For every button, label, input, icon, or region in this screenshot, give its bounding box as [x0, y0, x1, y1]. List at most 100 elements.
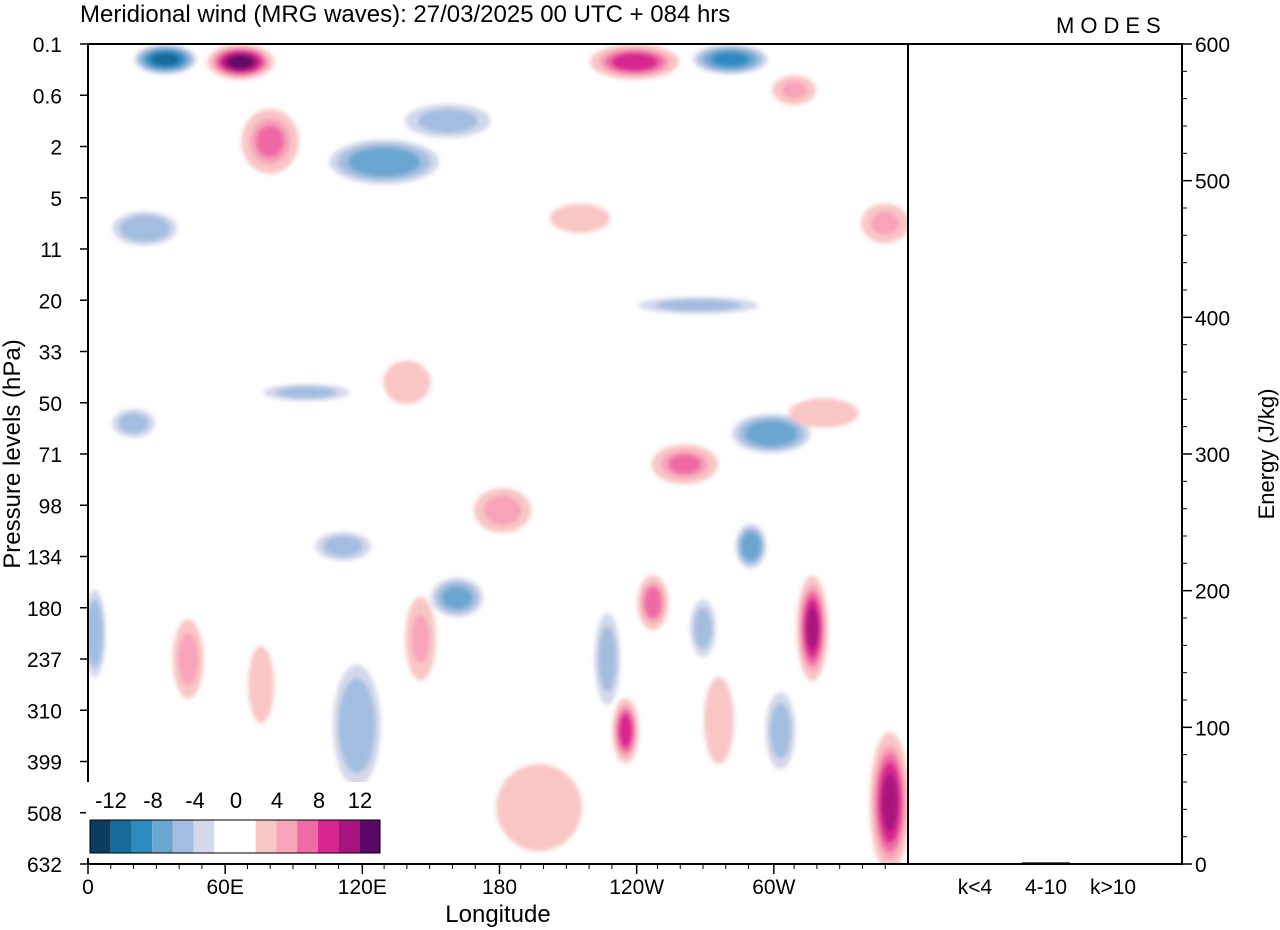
- energy-tick-label: 500: [1195, 171, 1230, 194]
- energy-category-label: k<4: [958, 876, 993, 899]
- energy-tick-label: 100: [1195, 717, 1230, 740]
- wind-contour: [119, 215, 171, 242]
- colorbar-swatch: [214, 820, 235, 853]
- x-tick-label: 60W: [752, 876, 795, 899]
- colorbar-label: -12: [95, 788, 127, 813]
- wind-contour: [643, 586, 662, 619]
- colorbar-swatch: [90, 820, 111, 853]
- wind-contour: [796, 401, 851, 425]
- colorbar-label: -8: [143, 788, 163, 813]
- x-tick-label: 60E: [206, 876, 243, 899]
- wind-contour: [118, 413, 149, 434]
- wind-contour: [871, 212, 900, 235]
- x-tick-label: 120E: [338, 876, 387, 899]
- colorbar-swatch: [255, 820, 277, 853]
- energy-bar: [951, 863, 999, 865]
- y-tick-label: 310: [27, 700, 62, 723]
- energy-axis: 0 100 200 300 400 500 600: [1182, 34, 1230, 877]
- wind-contour: [508, 776, 570, 839]
- wind-contour: [441, 586, 473, 609]
- y-tick-label: 134: [27, 547, 62, 570]
- wind-contour: [740, 531, 761, 561]
- wind-contour: [558, 208, 602, 229]
- wind-contour: [881, 773, 898, 832]
- wind-heatmap: [88, 44, 908, 864]
- y-tick-label: 5: [50, 188, 62, 211]
- chart-title: Meridional wind (MRG waves): 27/03/2025 …: [80, 1, 730, 28]
- wind-contour: [276, 386, 338, 399]
- energy-tick-label: 600: [1195, 34, 1230, 57]
- energy-bar: [1089, 863, 1137, 865]
- colorbar-swatch: [131, 820, 153, 853]
- wind-contour: [255, 125, 285, 158]
- colorbar-swatch: [110, 820, 132, 853]
- y-tick-label: 399: [27, 752, 62, 775]
- wind-contour: [417, 108, 479, 133]
- y-tick-label: 180: [27, 598, 62, 621]
- y-tick-label: 237: [27, 649, 62, 672]
- x-axis-label: Longitude: [445, 901, 550, 928]
- colorbar-label: 4: [271, 788, 283, 813]
- energy-bars: k<4 4-10 k>10: [951, 862, 1137, 899]
- wind-contour: [745, 420, 798, 447]
- colorbar-swatch: [359, 820, 380, 853]
- y-tick-label: 0.1: [33, 34, 62, 57]
- y-tick-label: 632: [27, 854, 62, 877]
- colorbar-label: 0: [230, 788, 242, 813]
- wind-contour: [805, 606, 819, 650]
- wind-contour: [348, 147, 421, 177]
- wind-contour: [708, 689, 730, 752]
- y-tick-label: 98: [39, 495, 62, 518]
- colorbar-swatch: [152, 820, 173, 853]
- y-tick-label: 33: [39, 342, 62, 365]
- energy-tick-label: 400: [1195, 307, 1230, 330]
- energy-bar: [1022, 862, 1070, 864]
- x-tick-label: 120W: [609, 876, 664, 899]
- wind-contour: [618, 713, 633, 748]
- wind-contour: [323, 536, 363, 557]
- wind-contour: [781, 81, 807, 99]
- y-tick-label: 50: [39, 393, 62, 416]
- energy-category-label: k>10: [1090, 876, 1136, 899]
- longitude-axis: 0 60E 120E 180 120W 60W: [82, 864, 886, 899]
- wind-contour: [411, 614, 430, 663]
- y-tick-label: 508: [27, 803, 62, 826]
- colorbar-swatch: [235, 820, 256, 853]
- wind-contour: [655, 299, 741, 312]
- colorbar-swatch: [172, 820, 194, 853]
- wind-contour: [151, 52, 180, 67]
- energy-axis-label: Energy (J/kg): [1254, 389, 1279, 520]
- colorbar-legend: -12 -8 -4 0 4 8 12: [86, 782, 384, 858]
- colorbar-swatch: [338, 820, 360, 853]
- wind-contour: [483, 495, 522, 525]
- colorbar-label: 8: [313, 788, 325, 813]
- energy-tick-label: 300: [1195, 444, 1230, 467]
- y-tick-label: 2: [50, 137, 62, 160]
- y-tick-label: 71: [39, 444, 62, 467]
- pressure-axis: 0.1 0.6 2 5 11 20 33 50 71 98 134 180 237 310 399 508 63…: [27, 34, 88, 877]
- modes-logo: MODES: [1056, 13, 1167, 38]
- colorbar-swatch: [276, 820, 298, 853]
- colorbar-swatch: [297, 820, 318, 853]
- wind-contour: [88, 599, 104, 668]
- y-axis-label: Pressure levels (hPa): [0, 339, 26, 568]
- wind-contour: [611, 52, 658, 72]
- colorbar-swatch: [317, 820, 339, 853]
- wind-contour: [252, 657, 271, 712]
- wind-contour: [390, 366, 424, 398]
- wind-contour: [668, 454, 702, 475]
- wind-contour: [227, 55, 254, 69]
- y-tick-label: 0.6: [33, 85, 62, 108]
- colorbar-label: -4: [185, 788, 205, 813]
- energy-plot-frame: [907, 43, 1183, 865]
- energy-tick-label: 0: [1195, 854, 1207, 877]
- colorbar-label: 12: [348, 788, 372, 813]
- wind-contour: [178, 633, 199, 685]
- energy-tick-label: 200: [1195, 581, 1230, 604]
- wind-contour: [338, 678, 376, 773]
- energy-category-label: 4-10: [1025, 876, 1067, 899]
- colorbar-swatch: [193, 820, 215, 853]
- wind-contour: [711, 51, 750, 67]
- wind-contour: [693, 607, 713, 649]
